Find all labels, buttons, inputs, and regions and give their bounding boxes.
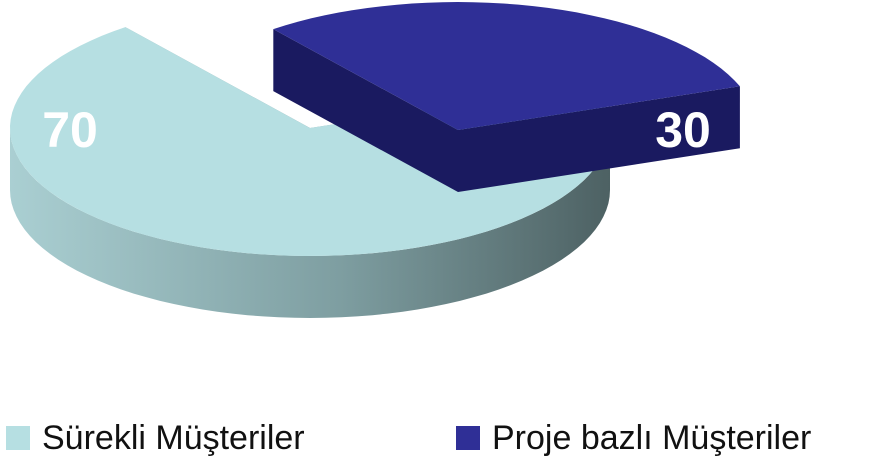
legend-label-surekli-musteriler: Sürekli Müşteriler — [42, 419, 305, 457]
slice-proje-bazli-musteriler — [273, 2, 740, 130]
data-label-proje-bazli-musteriler: 30 — [655, 102, 711, 158]
slice-side-surekli-musteriler — [10, 128, 610, 318]
legend-item-proje-bazli-musteriler: Proje bazlı Müşteriler — [456, 416, 811, 460]
data-label-surekli-musteriler: 70 — [42, 102, 98, 158]
legend-item-surekli-musteriler: Sürekli Müşteriler — [6, 416, 305, 460]
slice-inner-wall-start-proje-bazli-musteriler — [273, 29, 458, 192]
legend-swatch-surekli-musteriler — [6, 426, 30, 450]
legend: Sürekli Müşteriler Proje bazlı Müşterile… — [0, 416, 889, 460]
legend-label-proje-bazli-musteriler: Proje bazlı Müşteriler — [492, 419, 812, 457]
slice-inner-wall-end-proje-bazli-musteriler — [458, 86, 740, 192]
legend-swatch-proje-bazli-musteriler — [456, 426, 480, 450]
slice-surekli-musteriler — [10, 27, 610, 256]
